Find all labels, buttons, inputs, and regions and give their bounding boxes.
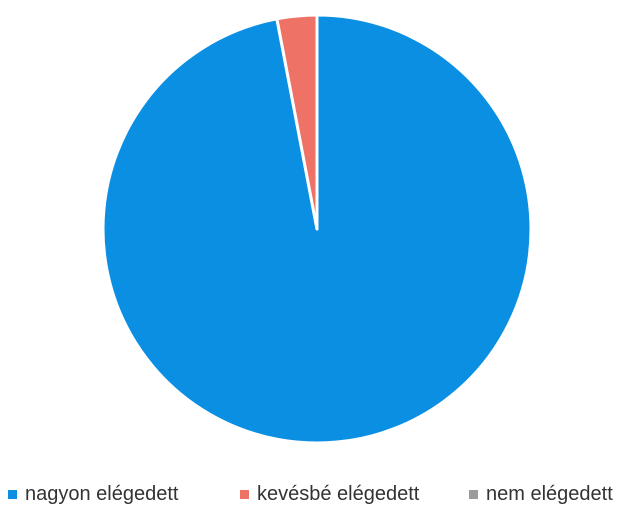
pie-slices [101,13,533,445]
legend-label-kevesbe-elegedett: kevésbé elégedett [257,482,420,505]
legend-swatch-kevesbe-elegedett [240,489,249,499]
legend-swatch-nagyon-elegedett [8,489,17,499]
chart-legend: nagyon elégedett kevésbé elégedett nem e… [0,476,636,512]
pie-chart [101,13,533,445]
legend-label-nem-elegedett: nem elégedett [486,482,613,505]
pie-slice-kevesbe-elegedett [275,13,319,231]
legend-swatch-nem-elegedett [469,489,478,499]
legend-item-kevesbe-elegedett: kevésbé elégedett [240,476,419,512]
legend-item-nagyon-elegedett: nagyon elégedett [8,476,178,512]
legend-item-nem-elegedett: nem elégedett [469,476,613,512]
legend-label-nagyon-elegedett: nagyon elégedett [25,482,179,505]
